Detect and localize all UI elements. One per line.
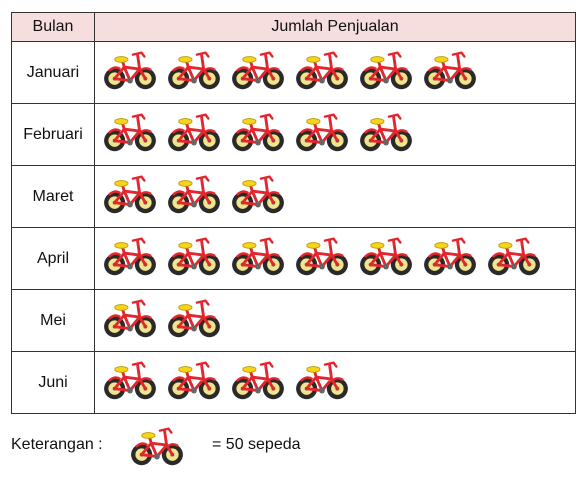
header-jumlah-penjualan: Jumlah Penjualan xyxy=(94,12,576,42)
sales-icons xyxy=(94,227,576,290)
table-row: Maret xyxy=(11,165,576,228)
table-header-row: Bulan Jumlah Penjualan xyxy=(11,12,576,42)
month-label: Juni xyxy=(11,351,95,414)
bicycle-icon xyxy=(165,294,223,347)
bicycle-icon xyxy=(101,232,159,285)
table-row: Juni xyxy=(11,351,576,414)
pictograph-table: Bulan Jumlah Penjualan Januari Februari Ma… xyxy=(11,12,576,414)
month-label: Januari xyxy=(11,41,95,104)
bicycle-icon xyxy=(229,232,287,285)
bicycle-icon xyxy=(293,108,351,161)
bicycle-icon xyxy=(229,108,287,161)
legend-value: = 50 sepeda xyxy=(212,436,301,453)
bicycle-icon xyxy=(293,46,351,99)
bicycle-icon xyxy=(101,108,159,161)
bicycle-icon xyxy=(229,356,287,409)
table-row: Februari xyxy=(11,103,576,166)
month-label: Februari xyxy=(11,103,95,166)
bicycle-icon xyxy=(101,356,159,409)
bicycle-icon xyxy=(101,294,159,347)
month-label: Mei xyxy=(11,289,95,352)
legend-bicycle-icon xyxy=(128,422,186,475)
bicycle-icon xyxy=(421,232,479,285)
bicycle-icon xyxy=(293,232,351,285)
bicycle-icon xyxy=(357,108,415,161)
bicycle-icon xyxy=(165,232,223,285)
bicycle-icon xyxy=(101,46,159,99)
table-row: Januari xyxy=(11,41,576,104)
bicycle-icon xyxy=(229,46,287,99)
bicycle-icon xyxy=(229,170,287,223)
bicycle-icon xyxy=(485,232,543,285)
month-label: Maret xyxy=(11,165,95,228)
bicycle-icon xyxy=(357,232,415,285)
table-row: April xyxy=(11,227,576,290)
sales-icons xyxy=(94,41,576,104)
bicycle-icon xyxy=(101,170,159,223)
sales-icons xyxy=(94,103,576,166)
bicycle-icon xyxy=(357,46,415,99)
bicycle-icon xyxy=(421,46,479,99)
month-label: April xyxy=(11,227,95,290)
bicycle-icon xyxy=(165,170,223,223)
table-row: Mei xyxy=(11,289,576,352)
header-bulan: Bulan xyxy=(11,12,95,42)
bicycle-icon xyxy=(165,46,223,99)
sales-icons xyxy=(94,289,576,352)
bicycle-icon xyxy=(165,356,223,409)
sales-icons xyxy=(94,351,576,414)
bicycle-icon xyxy=(165,108,223,161)
sales-icons xyxy=(94,165,576,228)
bicycle-icon xyxy=(293,356,351,409)
legend: Keterangan : = 50 sepeda xyxy=(11,422,576,472)
legend-label: Keterangan : xyxy=(11,436,103,453)
